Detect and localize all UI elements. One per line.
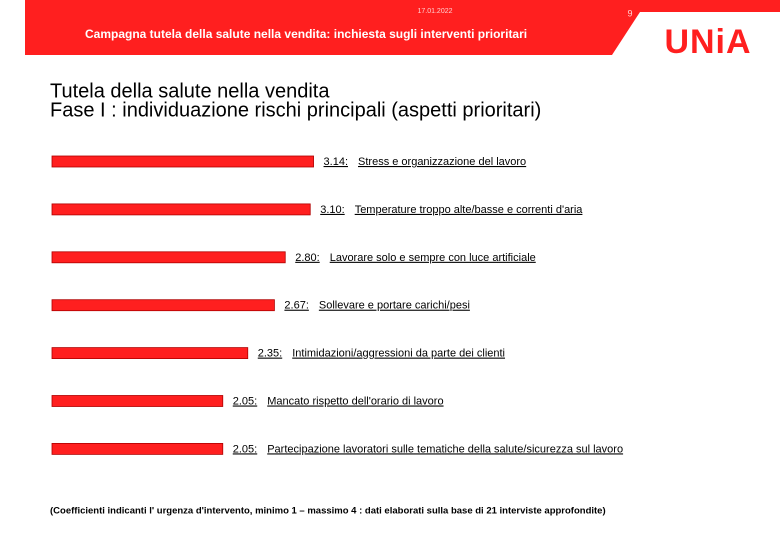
bar-label: 3.14: Stress e organizzazione del lavoro [324, 156, 527, 168]
bar [51, 299, 275, 312]
bar-label: 2.35: Intimidazioni/aggressioni da parte … [258, 348, 505, 360]
date: 17.01.2022 [417, 8, 452, 15]
footnote: (Coefficienti indicanti l' urgenza d'int… [50, 506, 606, 517]
category-label: Lavorare solo e sempre con luce artifici… [330, 252, 536, 264]
page-number: 9 [627, 8, 632, 18]
value-label: 3.14: [324, 156, 348, 168]
bar-label: 2.05: Mancato rispetto dell'orario di lav… [233, 395, 444, 407]
bar [51, 251, 286, 264]
chart-title: Tutela della salute nella vendita [50, 80, 330, 102]
value-label: 2.05: [233, 443, 257, 455]
value-label: 2.67: [284, 300, 308, 312]
bar-label: 2.67: Sollevare e portare carichi/pesi [284, 300, 470, 312]
category-label: Mancato rispetto dell'orario di lavoro [267, 395, 443, 407]
category-label: Temperature troppo alte/basse e correnti… [355, 204, 584, 216]
bar-label: 2.05: Partecipazione lavoratori sulle tem… [233, 443, 623, 455]
chart-subtitle: Fase I : individuazione rischi principal… [50, 99, 541, 121]
bar [51, 203, 311, 216]
bar [51, 347, 249, 360]
value-label: 3.10: [320, 204, 344, 216]
bar [51, 442, 224, 455]
value-label: 2.05: [233, 395, 257, 407]
header-band [25, 0, 780, 55]
logo: UNiA [664, 23, 751, 61]
bar-label: 2.80: Lavorare solo e sempre con luce art… [295, 252, 536, 264]
category-label: Intimidazioni/aggressioni da parte dei c… [292, 348, 505, 360]
bar-label: 3.10: Temperature troppo alte/basse e cor… [320, 204, 583, 216]
value-label: 2.35: [258, 348, 282, 360]
bar [51, 155, 314, 168]
category-label: Partecipazione lavoratori sulle tematich… [267, 443, 623, 455]
value-label: 2.80: [295, 252, 319, 264]
header-title: Campagna tutela della salute nella vendi… [85, 27, 527, 41]
bar [51, 395, 224, 407]
category-label: Sollevare e portare carichi/pesi [319, 300, 470, 312]
category-label: Stress e organizzazione del lavoro [358, 156, 526, 168]
